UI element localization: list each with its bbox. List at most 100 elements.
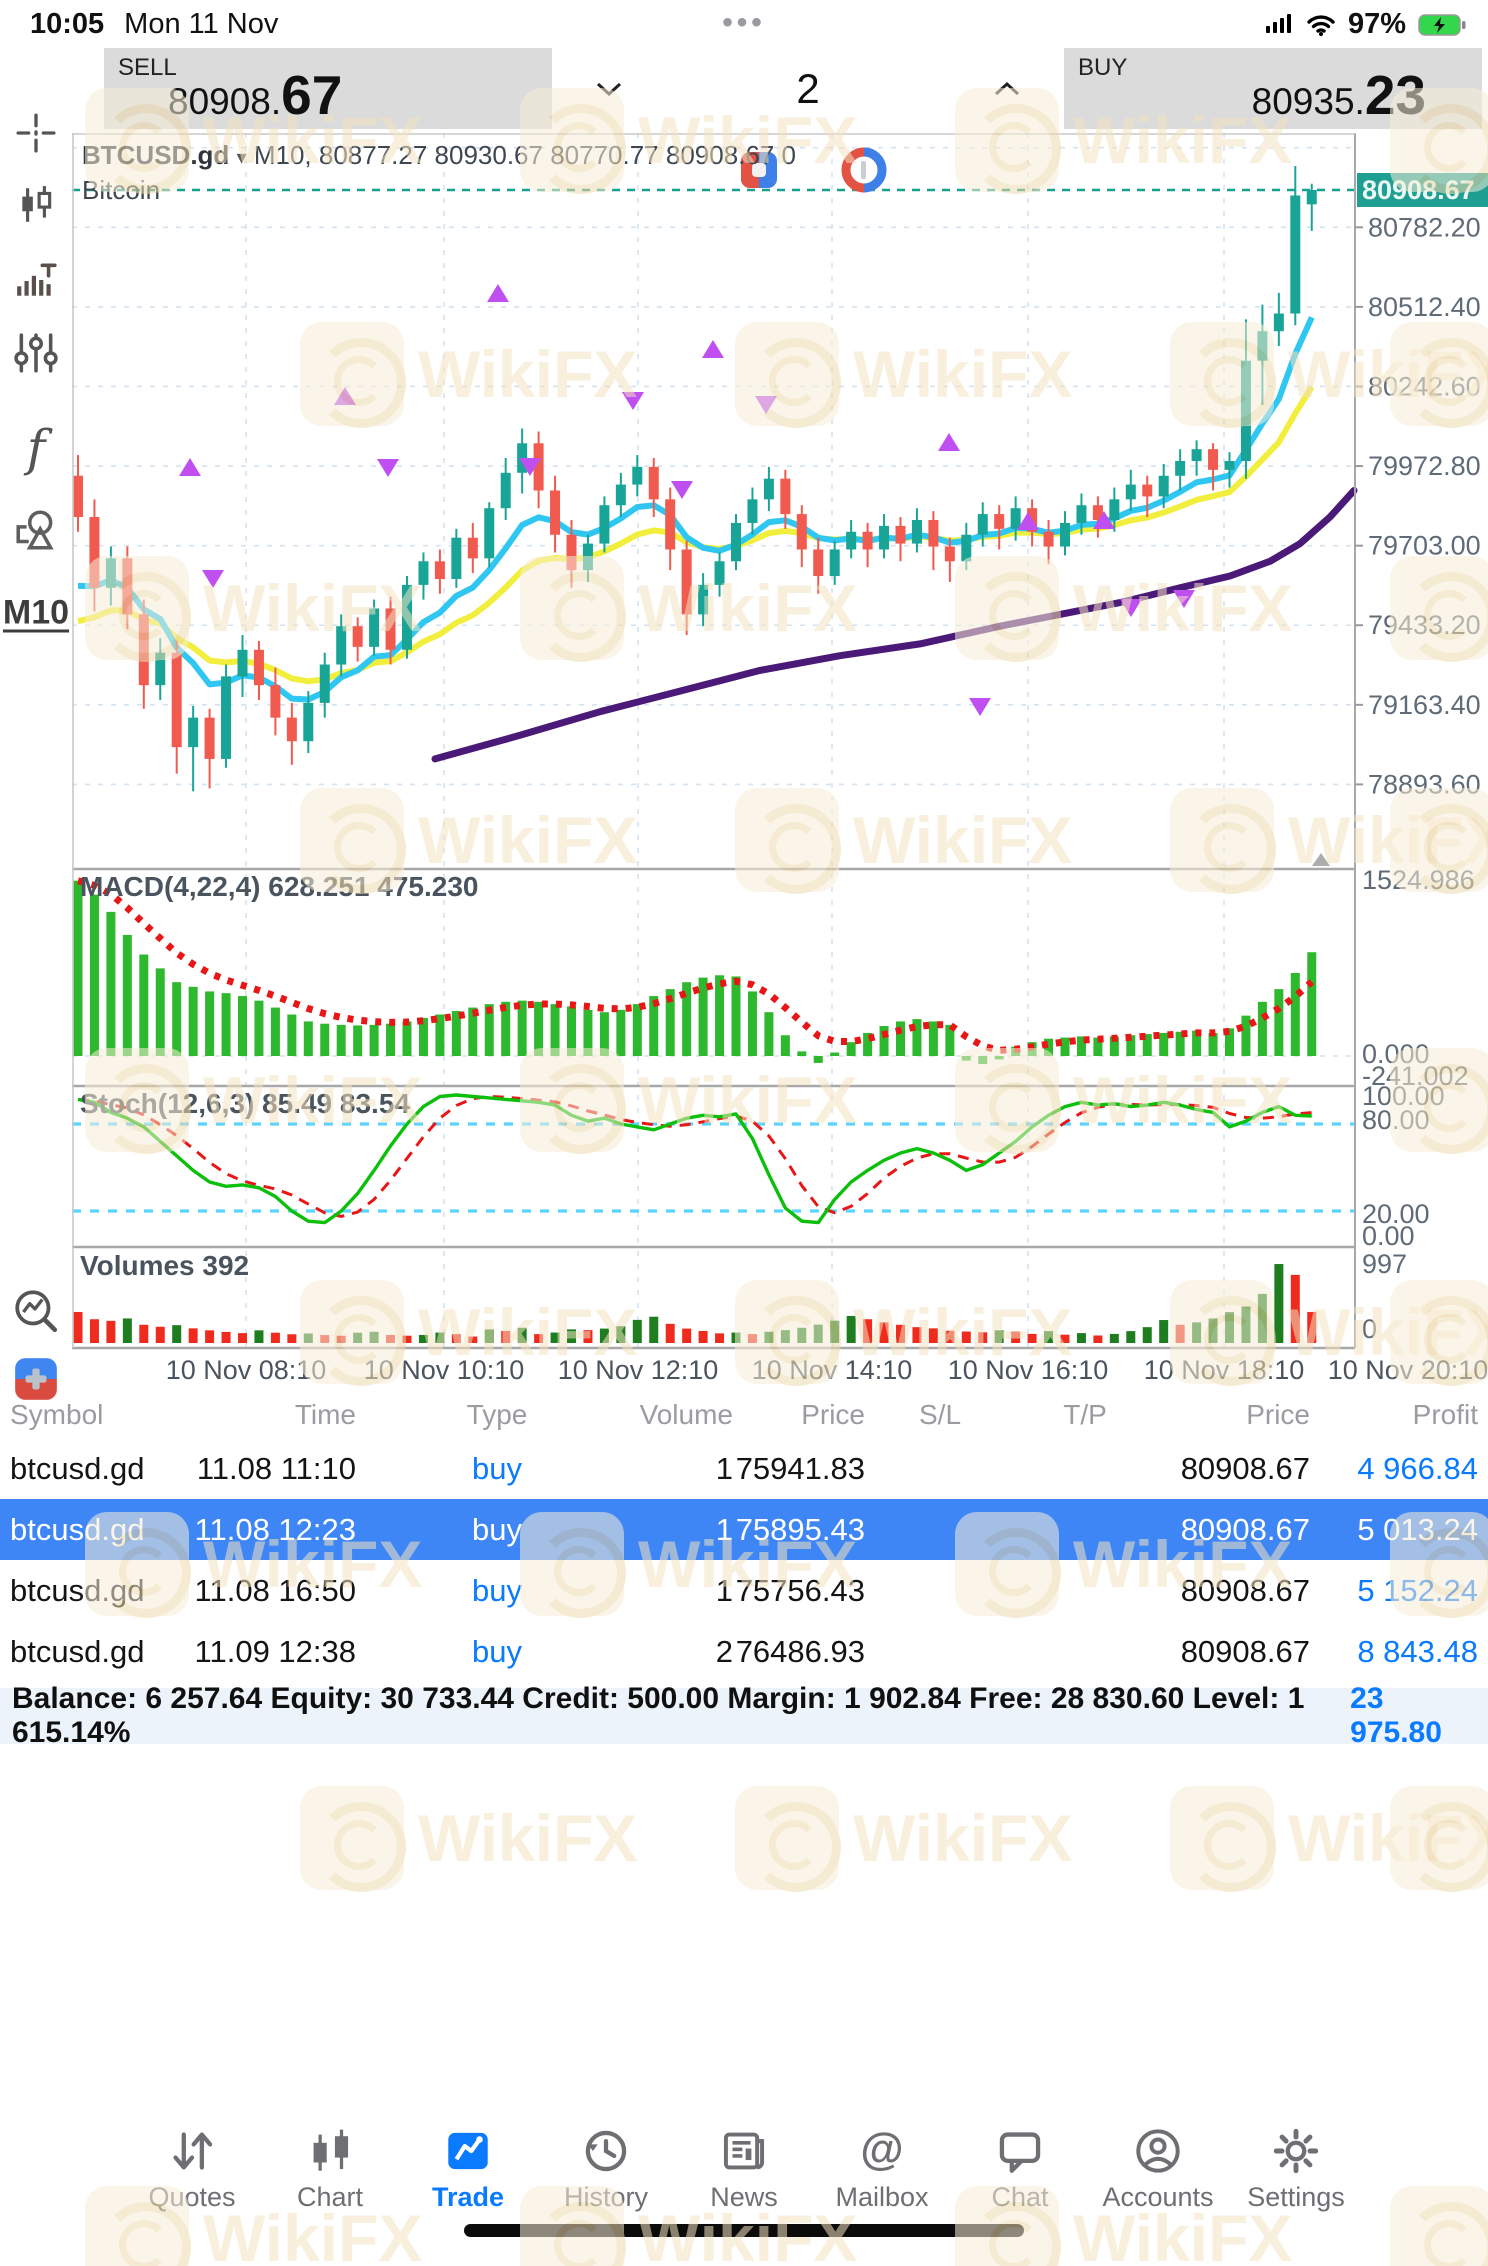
trade-icon <box>448 2132 488 2170</box>
watermark: WikiFX <box>1170 1786 1488 1892</box>
battery-icon <box>1418 13 1466 36</box>
column-header-volume[interactable]: Volume <box>639 1399 733 1430</box>
tab-label: Settings <box>1247 2182 1345 2212</box>
tab-quotes[interactable]: Quotes <box>123 2118 261 2238</box>
tab-history[interactable]: History <box>537 2118 675 2238</box>
cell-type: buy <box>472 1511 522 1547</box>
svg-text:997: 997 <box>1362 1249 1407 1279</box>
svg-text:20.00: 20.00 <box>1362 1199 1430 1229</box>
decrease-volume-button[interactable] <box>592 78 626 100</box>
quotes-icon <box>173 2132 213 2170</box>
cell-type: buy <box>472 1633 522 1669</box>
cell-profit: 5 152.24 <box>1357 1572 1478 1608</box>
cell-profit: 8 843.48 <box>1357 1633 1478 1669</box>
cell-volume: 1 <box>715 1572 733 1608</box>
chart-object-icon[interactable] <box>741 152 777 188</box>
symbol-dropdown-icon[interactable]: ▾ <box>236 147 247 169</box>
buy-button[interactable]: BUY 80935.23 <box>1064 48 1482 129</box>
svg-text:10 Nov 14:10: 10 Nov 14:10 <box>752 1355 913 1385</box>
chart-donut-icon[interactable] <box>841 147 887 193</box>
ohlc-readout: M10, 80877.27 80930.67 80770.77 80908.67… <box>253 140 796 170</box>
cell-volume: 1 <box>715 1450 733 1486</box>
position-row[interactable]: btcusd.gd 11.09 12:38 buy 2 76486.93 80908.67… <box>0 1621 1488 1682</box>
svg-text:80.00: 80.00 <box>1362 1105 1430 1135</box>
panel-resize-handle[interactable] <box>1312 853 1330 866</box>
column-header-price[interactable]: Price <box>801 1399 865 1430</box>
open-positions-table: Symbol Time Type Volume Price S/L T/P Price Prof… <box>0 1392 1488 1682</box>
buy-price: 80935. <box>1251 81 1365 122</box>
watermark: WikiFX <box>1390 1786 1488 1892</box>
position-row[interactable]: btcusd.gd 11.08 11:10 buy 1 75941.83 80908.67… <box>0 1438 1488 1499</box>
column-header-tp[interactable]: T/P <box>1063 1399 1107 1430</box>
gridlines <box>72 133 1355 1348</box>
fast-ma-line <box>77 316 1315 703</box>
price-chart[interactable]: 80782.20 80512.40 80242.60 79972.80 79703.00… <box>72 133 1488 1392</box>
account-summary-bar: Balance: 6 257.64 Equity: 30 733.44 Cred… <box>0 1682 1488 1749</box>
cell-price: 80908.67 <box>1180 1450 1310 1486</box>
add-indicator-button[interactable] <box>13 1356 59 1402</box>
cell-price: 80908.67 <box>1180 1572 1310 1608</box>
svg-text:79433.20: 79433.20 <box>1368 610 1481 640</box>
tab-trade[interactable]: Trade <box>399 2118 537 2238</box>
cell-type: buy <box>472 1450 522 1486</box>
position-row[interactable]: btcusd.gd 11.08 12:23 buy 1 75895.43 80908.67… <box>0 1499 1488 1560</box>
cell-price: 75941.83 <box>735 1450 865 1486</box>
function-indicator-button[interactable]: f <box>26 419 46 477</box>
signal-arrows <box>179 284 1195 716</box>
chart-toolbar: f M10 <box>0 48 72 2266</box>
market-watch-icon[interactable] <box>12 1287 60 1335</box>
position-row[interactable]: btcusd.gd 11.08 16:50 buy 1 75756.43 80908.67… <box>0 1560 1488 1621</box>
svg-text:10 Nov 08:10: 10 Nov 08:10 <box>166 1355 327 1385</box>
home-indicator[interactable] <box>464 2224 1024 2237</box>
timeframe-button[interactable]: M10 <box>2 593 70 632</box>
column-header-price[interactable]: Price <box>1246 1399 1310 1430</box>
column-header-type[interactable]: Type <box>466 1399 528 1430</box>
wifi-icon <box>1307 14 1335 36</box>
cell-price: 75895.43 <box>735 1511 865 1547</box>
tab-chart[interactable]: Chart <box>261 2118 399 2238</box>
balance-summary: Balance: 6 257.64 Equity: 30 733.44 Cred… <box>12 1682 1305 1749</box>
cell-profit: 5 013.24 <box>1357 1511 1478 1547</box>
battery-percent: 97% <box>1347 8 1406 40</box>
indicators-button[interactable] <box>14 259 58 301</box>
tab-label: Accounts <box>1102 2182 1214 2212</box>
sell-price: 80908. <box>168 81 282 122</box>
svg-text:@: @ <box>860 2128 903 2174</box>
increase-volume-button[interactable] <box>990 78 1024 100</box>
chart-area[interactable]: BTCUSD.gd ▾ M10, 80877.27 80930.67 80770… <box>72 133 1488 1392</box>
column-header-time[interactable]: Time <box>294 1399 356 1430</box>
status-date: Mon 11 Nov <box>124 8 279 40</box>
tab-settings[interactable]: Settings <box>1227 2118 1365 2238</box>
tab-mailbox[interactable]: @ Mailbox <box>813 2118 951 2238</box>
svg-text:10 Nov 16:10: 10 Nov 16:10 <box>948 1355 1109 1385</box>
crosshair-tool-button[interactable] <box>15 112 57 154</box>
clock: 10:05 <box>30 8 105 40</box>
panel-dividers <box>72 133 1356 1350</box>
svg-text:10 Nov 12:10: 10 Nov 12:10 <box>558 1355 719 1385</box>
chart-type-candles-button[interactable] <box>15 184 57 226</box>
tab-label: History <box>563 2182 648 2212</box>
sell-button[interactable]: SELL 80908.67 <box>104 48 552 129</box>
settings-sliders-button[interactable] <box>14 331 58 375</box>
symbol-name[interactable]: BTCUSD.gd <box>82 140 230 170</box>
cell-price: 75756.43 <box>735 1572 865 1608</box>
column-header-sl[interactable]: S/L <box>918 1399 962 1430</box>
svg-text:79972.80: 79972.80 <box>1368 451 1481 481</box>
tab-accounts[interactable]: Accounts <box>1089 2118 1227 2238</box>
tab-news[interactable]: News <box>675 2118 813 2238</box>
tab-chat[interactable]: Chat <box>951 2118 1089 2238</box>
svg-text:80782.20: 80782.20 <box>1368 212 1481 242</box>
cell-time: 11.08 16:50 <box>194 1572 356 1608</box>
objects-button[interactable] <box>13 508 59 552</box>
cell-volume: 2 <box>715 1633 733 1669</box>
cell-type: buy <box>472 1572 522 1608</box>
column-header-profit[interactable]: Profit <box>1412 1399 1478 1430</box>
volume-value[interactable]: 2 <box>796 64 820 112</box>
total-profit: 23 975.80 <box>1350 1682 1442 1749</box>
macd-signal-line <box>77 877 1315 1054</box>
chart-header[interactable]: BTCUSD.gd ▾ M10, 80877.27 80930.67 80770… <box>82 139 796 206</box>
cell-symbol: btcusd.gd <box>10 1450 145 1486</box>
chat-icon <box>999 2132 1041 2173</box>
mid-ma-line <box>77 385 1315 685</box>
column-header-symbol[interactable]: Symbol <box>10 1399 104 1430</box>
